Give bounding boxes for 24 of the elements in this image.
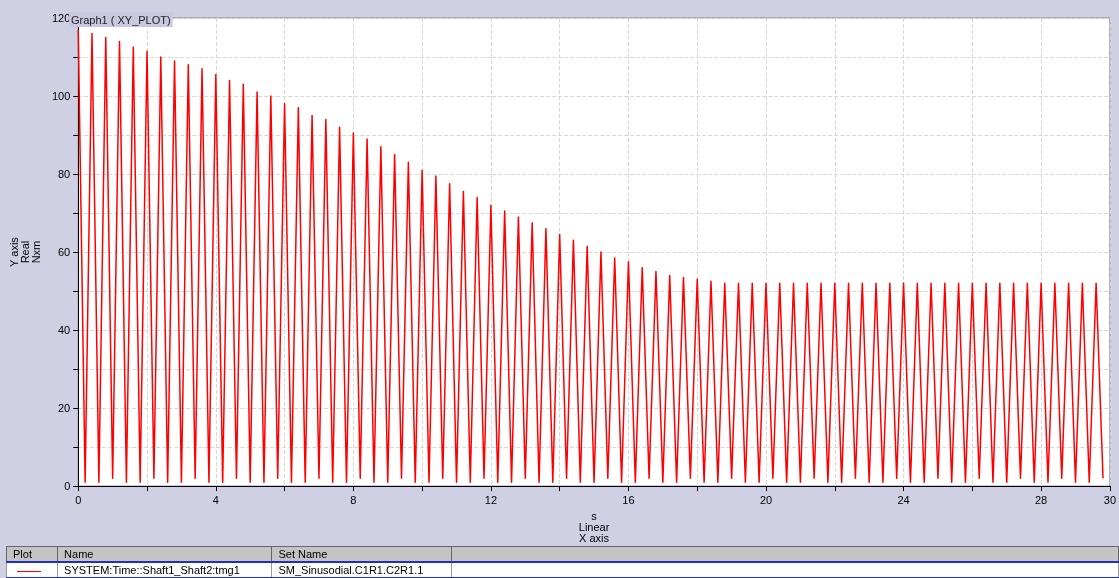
x-tick-label: 8 [350, 493, 357, 506]
x-tick-label: 30 [1103, 493, 1117, 506]
x-tick-label: 28 [1034, 493, 1048, 506]
y-tick-label: 20 [58, 402, 71, 415]
x-tick-label: 0 [75, 493, 82, 506]
x-tick-label: 16 [622, 493, 635, 506]
y-tick-label: 80 [58, 168, 71, 181]
text: Set Name [271, 546, 452, 562]
text: Plot [6, 546, 58, 562]
x-tick-label: 12 [484, 493, 498, 506]
x-tick-label: 20 [759, 493, 773, 506]
text: Name [57, 546, 272, 562]
y-tick-label: 100 [51, 90, 71, 103]
y-tick-label: 0 [64, 480, 71, 493]
text: SM_Sinusodial.C1R1.C2R1.1 [271, 562, 452, 578]
chart-title: Graph1 ( XY_PLOT) [71, 13, 171, 26]
y-tick-label: 60 [58, 246, 71, 259]
x-axis-title: s Linear X axis [578, 509, 610, 544]
x-tick-label: 4 [212, 493, 219, 506]
legend-label: SYSTEM:Time::Shaft1_Shaft2:tmg1 [57, 562, 272, 578]
y-tick-label: 40 [58, 324, 71, 337]
y-axis-title: Y axis Real Nxm [7, 236, 42, 267]
line-series [77, 28, 1104, 483]
x-tick-label: 24 [897, 493, 910, 506]
